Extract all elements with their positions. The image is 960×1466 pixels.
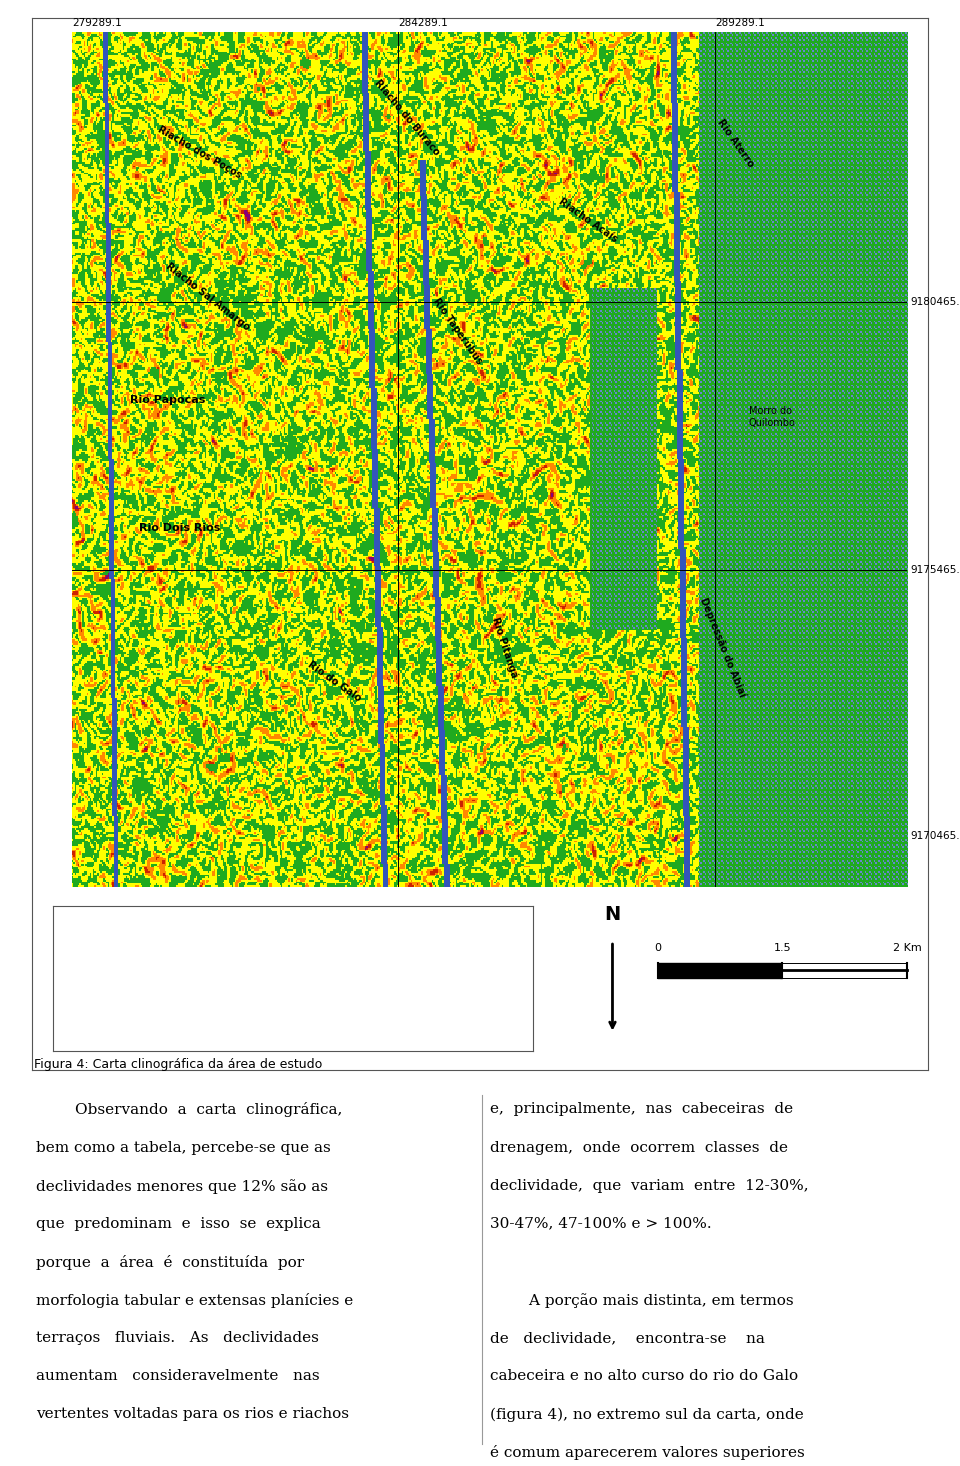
Text: declividades menores que 12% são as: declividades menores que 12% são as — [36, 1179, 328, 1193]
Text: Morro do
Quilombo: Morro do Quilombo — [749, 406, 796, 428]
Text: 279289.1: 279289.1 — [72, 18, 122, 28]
Text: e,  principalmente,  nas  cabeceiras  de: e, principalmente, nas cabeceiras de — [490, 1102, 793, 1117]
Text: > 100%: > 100% — [317, 981, 370, 992]
Text: Riacho dos Poços: Riacho dos Poços — [156, 123, 243, 180]
Text: 1.5: 1.5 — [774, 943, 791, 953]
Text: (figura 4), no extremo sul da carta, onde: (figura 4), no extremo sul da carta, ond… — [490, 1407, 804, 1422]
Text: aumentam   consideravelmente   nas: aumentam consideravelmente nas — [36, 1369, 320, 1384]
Text: Rio Pitangá: Rio Pitangá — [490, 616, 519, 679]
Text: 289289.1: 289289.1 — [715, 18, 765, 28]
Text: A porção mais distinta, em termos: A porção mais distinta, em termos — [490, 1293, 793, 1308]
FancyBboxPatch shape — [67, 937, 98, 963]
Text: 9170465.0: 9170465.0 — [910, 831, 960, 840]
FancyBboxPatch shape — [67, 973, 98, 1000]
Text: 284289.1: 284289.1 — [398, 18, 448, 28]
Text: 0: 0 — [654, 943, 661, 953]
Text: 12-30%: 12-30% — [106, 981, 156, 992]
FancyBboxPatch shape — [278, 937, 309, 963]
Text: bem como a tabela, percebe-se que as: bem como a tabela, percebe-se que as — [36, 1141, 331, 1155]
Text: Depressão do Abiaí: Depressão do Abiaí — [698, 597, 748, 699]
Text: N: N — [605, 905, 620, 924]
Text: de   declividade,    encontra-se    na: de declividade, encontra-se na — [490, 1331, 764, 1346]
Text: 9180465.0: 9180465.0 — [910, 298, 960, 306]
Text: porque  a  área  é  constituída  por: porque a área é constituída por — [36, 1255, 304, 1270]
Text: Rio Dois Rios: Rio Dois Rios — [139, 523, 220, 534]
Text: Riacho do Buraco: Riacho do Buraco — [372, 78, 442, 157]
Text: Rio Taperúbus: Rio Taperúbus — [431, 296, 485, 366]
Text: 47-100%: 47-100% — [317, 944, 376, 956]
Text: Figura 4: Carta clinográfica da área de estudo: Figura 4: Carta clinográfica da área de … — [34, 1058, 322, 1072]
Text: 30-47%: 30-47% — [106, 1017, 156, 1029]
Text: < 12%: < 12% — [106, 944, 151, 956]
Text: vertentes voltadas para os rios e riachos: vertentes voltadas para os rios e riacho… — [36, 1407, 349, 1422]
Text: Observando  a  carta  clinográfica,: Observando a carta clinográfica, — [36, 1102, 343, 1117]
Text: Rio Papocas: Rio Papocas — [131, 394, 205, 405]
Text: morfologia tabular e extensas planícies e: morfologia tabular e extensas planícies … — [36, 1293, 353, 1308]
Text: 9175465.0: 9175465.0 — [910, 566, 960, 575]
Text: que  predominam  e  isso  se  explica: que predominam e isso se explica — [36, 1217, 322, 1231]
Text: Rio do Galo: Rio do Galo — [306, 660, 363, 704]
Text: Rio Aterro: Rio Aterro — [715, 117, 756, 169]
Text: Riacho Sal Amargo: Riacho Sal Amargo — [164, 261, 252, 333]
Text: declividade,  que  variam  entre  12-30%,: declividade, que variam entre 12-30%, — [490, 1179, 808, 1193]
Text: é comum aparecerem valores superiores: é comum aparecerem valores superiores — [490, 1445, 804, 1460]
FancyBboxPatch shape — [67, 1010, 98, 1036]
FancyBboxPatch shape — [278, 973, 309, 1000]
Text: 2 Km: 2 Km — [893, 943, 922, 953]
Text: drenagem,  onde  ocorrem  classes  de: drenagem, onde ocorrem classes de — [490, 1141, 787, 1155]
Text: Classes de Declividade: Classes de Declividade — [195, 921, 391, 935]
Text: cabeceira e no alto curso do rio do Galo: cabeceira e no alto curso do rio do Galo — [490, 1369, 798, 1384]
Text: 30-47%, 47-100% e > 100%.: 30-47%, 47-100% e > 100%. — [490, 1217, 711, 1231]
Text: terraços   fluviais.   As   declividades: terraços fluviais. As declividades — [36, 1331, 320, 1346]
Text: Riacho Acaís: Riacho Acaís — [557, 196, 619, 245]
